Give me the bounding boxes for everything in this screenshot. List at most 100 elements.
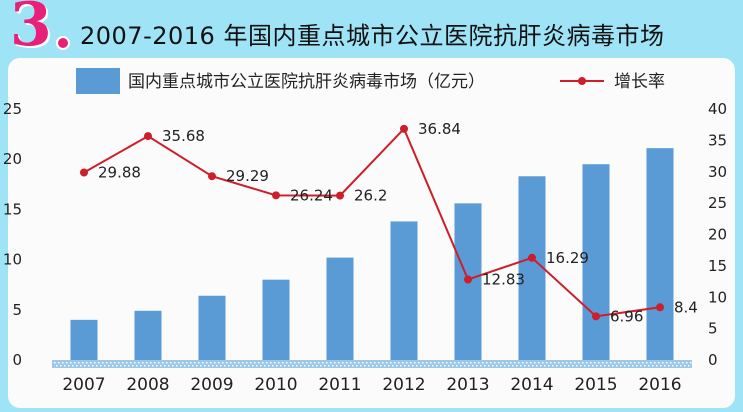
- x-axis-band-dot: [504, 365, 506, 367]
- x-axis-band-dot: [566, 362, 568, 364]
- x-axis-band-dot: [326, 362, 328, 364]
- x-axis-band-dot: [554, 362, 556, 364]
- x-axis-band-dot: [502, 362, 504, 364]
- x-axis-band-dot: [210, 362, 212, 364]
- x-axis-band-dot: [524, 365, 526, 367]
- x-axis-band-dot: [130, 362, 132, 364]
- x-axis-band-dot: [144, 365, 146, 367]
- x-axis-band-dot: [76, 365, 78, 367]
- x-axis-band-dot: [328, 365, 330, 367]
- x-axis-band-dot: [626, 362, 628, 364]
- x-axis-band-dot: [474, 362, 476, 364]
- x-axis-band-dot: [390, 362, 392, 364]
- x-axis-band-dot: [466, 362, 468, 364]
- x-axis-band-dot: [550, 362, 552, 364]
- x-axis-band-dot: [674, 362, 676, 364]
- x-axis-band-dot: [264, 365, 266, 367]
- x-axis-band-dot: [266, 362, 268, 364]
- bar: [582, 164, 610, 360]
- x-axis-band-dot: [602, 362, 604, 364]
- growth-point: [80, 168, 88, 177]
- x-axis-band-dot: [464, 365, 466, 367]
- x-axis-band-dot: [540, 365, 542, 367]
- x-axis-band-dot: [244, 365, 246, 367]
- x-axis-band-dot: [152, 365, 154, 367]
- x-axis-band-dot: [154, 362, 156, 364]
- x-axis-band-dot: [366, 362, 368, 364]
- x-axis-band-dot: [538, 362, 540, 364]
- x-axis-band-dot: [480, 365, 482, 367]
- y-right-tick-label: 20: [708, 226, 727, 244]
- x-axis-band-dot: [162, 362, 164, 364]
- x-axis-band-dot: [414, 362, 416, 364]
- x-axis-band-dot: [438, 362, 440, 364]
- x-axis-band-dot: [204, 365, 206, 367]
- growth-data-label: 6.96: [610, 307, 643, 325]
- y-right-tick-label: 25: [708, 194, 727, 212]
- y-right-tick-label: 35: [708, 131, 727, 149]
- x-axis-band-dot: [514, 362, 516, 364]
- x-axis-band-dot: [262, 362, 264, 364]
- x-axis-band-dot: [528, 365, 530, 367]
- x-axis-band-dot: [86, 362, 88, 364]
- x-axis-band-dot: [138, 362, 140, 364]
- x-axis-band-dot: [310, 362, 312, 364]
- x-axis-band-dot: [388, 365, 390, 367]
- x-axis-band-dot: [108, 365, 110, 367]
- x-axis-band-dot: [184, 365, 186, 367]
- x-axis-band-dot: [250, 362, 252, 364]
- bar: [134, 310, 162, 360]
- x-axis-band-dot: [492, 365, 494, 367]
- x-tick-label: 2014: [510, 375, 553, 395]
- y-right-tick-label: 0: [708, 351, 718, 369]
- x-axis-band-dot: [340, 365, 342, 367]
- x-axis-band-dot: [254, 362, 256, 364]
- x-axis-band-dot: [214, 362, 216, 364]
- x-axis-band-dot: [332, 365, 334, 367]
- x-axis-band-dot: [224, 365, 226, 367]
- x-axis-band-dot: [450, 362, 452, 364]
- x-axis-band-dot: [448, 365, 450, 367]
- x-axis-band-dot: [428, 365, 430, 367]
- x-axis-band-dot: [482, 362, 484, 364]
- x-axis-band-dot: [174, 362, 176, 364]
- x-tick-label: 2016: [638, 375, 681, 395]
- x-axis-band-dot: [246, 362, 248, 364]
- x-axis-band-dot: [374, 362, 376, 364]
- x-axis-band-dot: [676, 365, 678, 367]
- y-right-tick-label: 10: [708, 288, 727, 306]
- x-axis-band-dot: [684, 365, 686, 367]
- legend-bar-swatch: [76, 68, 120, 94]
- x-axis-band-dot: [584, 365, 586, 367]
- x-tick-label: 2012: [382, 375, 425, 395]
- x-axis-band-dot: [614, 362, 616, 364]
- growth-point: [144, 132, 152, 141]
- x-axis-band-dot: [598, 362, 600, 364]
- x-axis-band-dot: [312, 365, 314, 367]
- x-axis-band-dot: [192, 365, 194, 367]
- x-axis-band-dot: [658, 362, 660, 364]
- x-axis-band-dot: [432, 365, 434, 367]
- x-axis-band-dot: [652, 365, 654, 367]
- x-axis-band-dot: [56, 365, 58, 367]
- x-axis-band-dot: [376, 365, 378, 367]
- x-axis-band-dot: [406, 362, 408, 364]
- x-axis-band-dot: [320, 365, 322, 367]
- x-axis-band-dot: [612, 365, 614, 367]
- x-axis-band-dot: [274, 362, 276, 364]
- growth-point: [208, 172, 216, 181]
- x-axis-band-dot: [186, 362, 188, 364]
- bar: [262, 279, 290, 360]
- x-axis-band-dot: [580, 365, 582, 367]
- x-axis-band-dot: [292, 365, 294, 367]
- y-left-tick-label: 20: [3, 150, 22, 168]
- bar: [198, 295, 226, 360]
- growth-data-label: 29.29: [226, 167, 269, 185]
- x-axis-band-dot: [238, 362, 240, 364]
- x-axis-band-dot: [100, 365, 102, 367]
- x-axis-band-dot: [360, 365, 362, 367]
- x-axis-band-dot: [98, 362, 100, 364]
- x-axis-band-dot: [208, 365, 210, 367]
- legend-line-marker: [578, 77, 586, 85]
